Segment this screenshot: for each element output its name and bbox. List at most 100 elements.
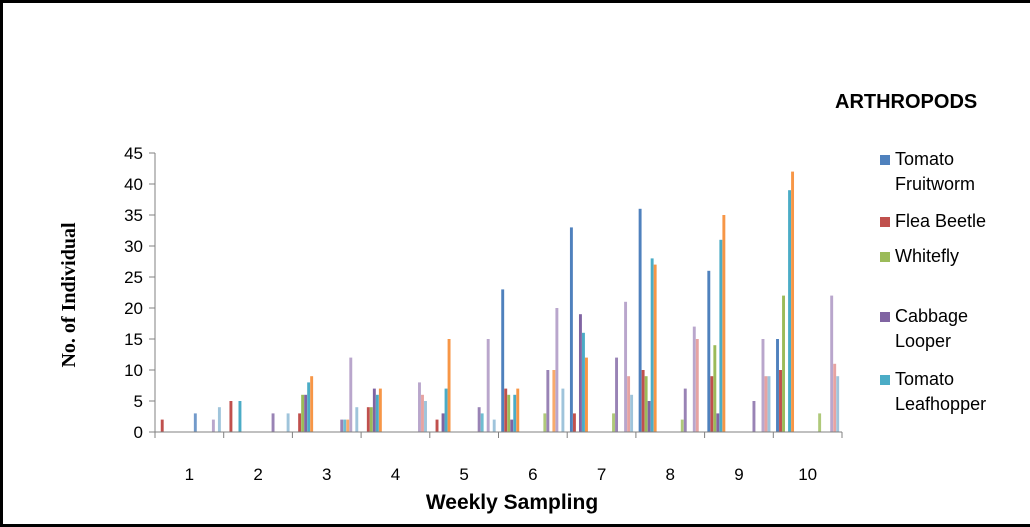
bar [782,295,785,432]
bar [830,295,834,432]
bar [638,208,642,432]
bar [286,413,290,432]
bar [193,413,197,432]
bar [349,357,353,432]
legend: Tomato Fruitworm Flea Beetle Whitefly Cabbag… [880,149,986,414]
x-tick-label: 8 [666,465,675,484]
bar [615,357,619,432]
bar [441,413,445,432]
bar [707,270,711,432]
legend-label: Whitefly [895,246,959,266]
y-tick-label: 20 [124,299,143,318]
legend-title: ARTHROPODS [835,91,977,113]
y-tick-label: 25 [124,268,143,287]
x-tick-label: 5 [459,465,468,484]
bar [366,407,370,432]
x-tick-label: 10 [798,465,817,484]
bar [444,388,448,432]
bar [447,339,451,432]
bar [761,339,765,432]
bar [713,345,717,432]
bar [692,326,696,432]
bar [507,394,511,432]
bar [585,357,588,432]
y-tick-label: 30 [124,237,143,256]
bar [695,339,699,432]
bar [833,363,837,432]
bar [298,413,302,432]
y-tick-label: 45 [124,144,143,163]
bar [378,388,382,432]
x-axis-title: Weekly Sampling [426,491,598,514]
bar [630,394,634,432]
bar [552,370,556,432]
y-tick-label: 10 [124,361,143,380]
bar [779,370,782,432]
bar [578,314,582,432]
bar [424,401,427,432]
bar [421,394,424,432]
bar [477,407,481,432]
bar [641,370,645,432]
bar [624,301,628,432]
bar [307,382,311,432]
x-tick-label: 9 [734,465,743,484]
bar [217,407,221,432]
legend-label: Cabbage Looper [895,306,968,351]
legend-swatch [880,375,890,385]
bar [355,407,359,432]
y-tick-label: 15 [124,330,143,349]
bar [510,419,514,432]
bar [513,394,517,432]
bar [716,413,720,432]
bar [767,376,771,432]
bar [653,264,657,432]
bar [301,394,305,432]
legend-label: Tomato Leafhopper [895,369,986,414]
bar [211,419,215,432]
bar [304,394,308,432]
legend-swatch [880,217,890,227]
bar [572,413,576,432]
bar [644,376,648,432]
bar [271,413,275,432]
bar [647,401,651,432]
bar [375,394,379,432]
bar [680,419,684,432]
bar [818,413,822,432]
bar [710,376,714,432]
bar [752,401,756,432]
bar [310,376,314,432]
bar [501,289,505,432]
bar [238,401,242,432]
bar [836,376,840,432]
bar [555,308,559,432]
legend-label: Tomato Fruitworm [895,149,975,194]
x-tick-label: 3 [322,465,331,484]
bar [369,407,373,432]
x-tick-label: 6 [528,465,537,484]
legend-swatch [880,312,890,322]
bar [546,370,550,432]
bar [543,413,547,432]
bar [569,227,573,432]
bar [435,419,439,432]
y-tick-label: 35 [124,206,143,225]
bar [722,215,726,432]
y-ticks-group: 0 5 10 15 20 25 30 35 40 45 [124,144,155,442]
bar [791,171,795,432]
bar [581,332,585,432]
x-tick-label: 7 [597,465,606,484]
bar [650,258,654,432]
bar [627,376,631,432]
legend-swatch [880,155,890,165]
x-tick-label: 2 [253,465,262,484]
bar [418,382,421,432]
bar [561,388,565,432]
y-tick-label: 0 [134,423,143,442]
bar [719,239,723,432]
y-tick-label: 40 [124,175,143,194]
bar [343,419,347,432]
